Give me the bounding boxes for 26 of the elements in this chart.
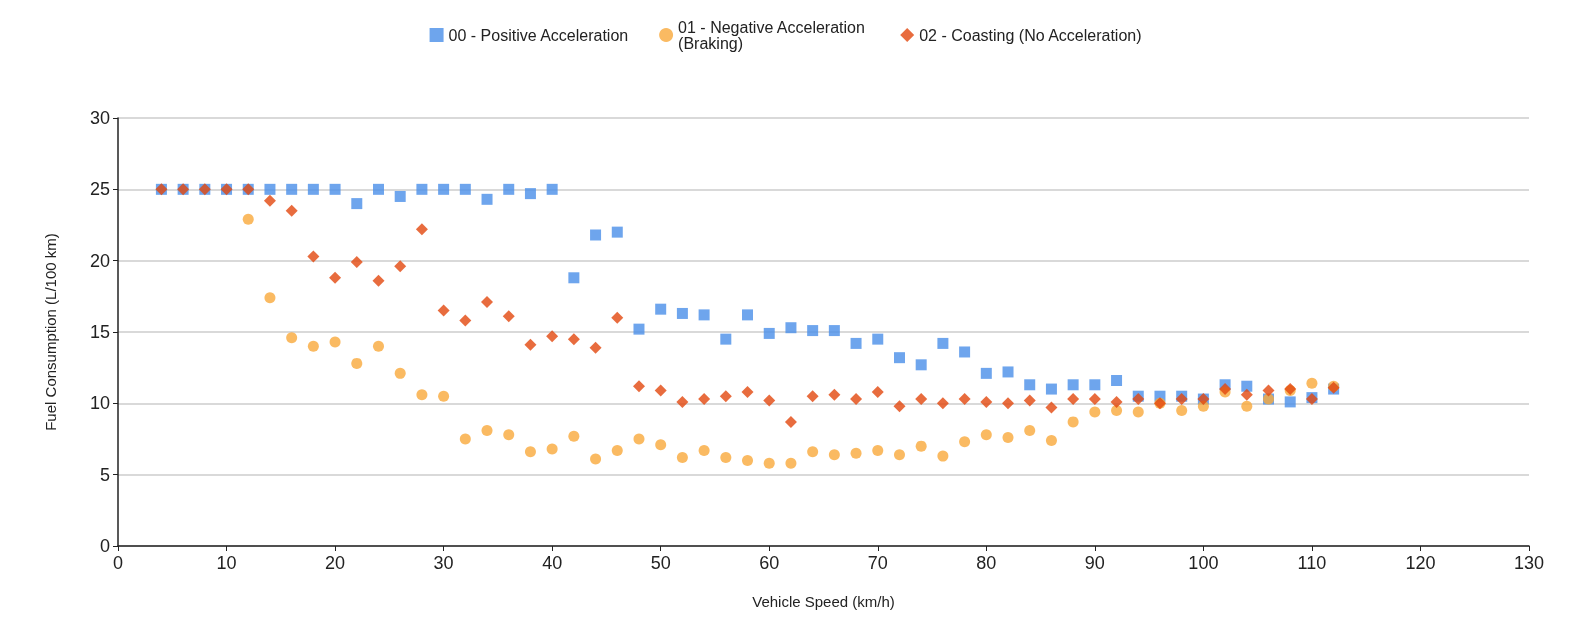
y-tick-label: 30 [89, 108, 110, 128]
y-tick-label: 20 [89, 250, 110, 271]
x-tick-label: 10 [216, 553, 237, 573]
legend-label: 00 - Positive Acceleration [448, 26, 629, 44]
x-tick-label: 40 [542, 553, 563, 573]
y-tick-label: 10 [89, 393, 110, 414]
x-axis-title: Vehicle Speed (km/h) [752, 593, 895, 610]
y-tick-label: 25 [89, 179, 110, 200]
x-tick-label: 20 [325, 553, 346, 573]
x-tick-label: 130 [1513, 553, 1545, 573]
x-tick-label: 30 [433, 553, 454, 573]
x-tick-label: 70 [867, 553, 888, 573]
y-axis-title: Fuel Consumption (L/100 km) [42, 233, 59, 431]
legend-label: 01 - Negative Acceleration (Braking) [678, 18, 870, 52]
x-tick-label: 90 [1084, 553, 1105, 573]
x-tick-label: 50 [650, 553, 671, 573]
x-tick-label: 80 [976, 553, 997, 573]
legend-label: 02 - Coasting (No Acceleration) [919, 26, 1142, 44]
x-tick-label: 0 [112, 553, 124, 573]
y-tick-label: 15 [89, 322, 110, 342]
y-tick-label: 0 [99, 536, 110, 556]
x-tick-label: 60 [759, 553, 780, 573]
x-tick-label: 120 [1405, 553, 1436, 573]
x-tick-label: 110 [1297, 553, 1327, 573]
y-tick-label: 5 [99, 464, 110, 485]
x-tick-label: 100 [1188, 553, 1219, 573]
